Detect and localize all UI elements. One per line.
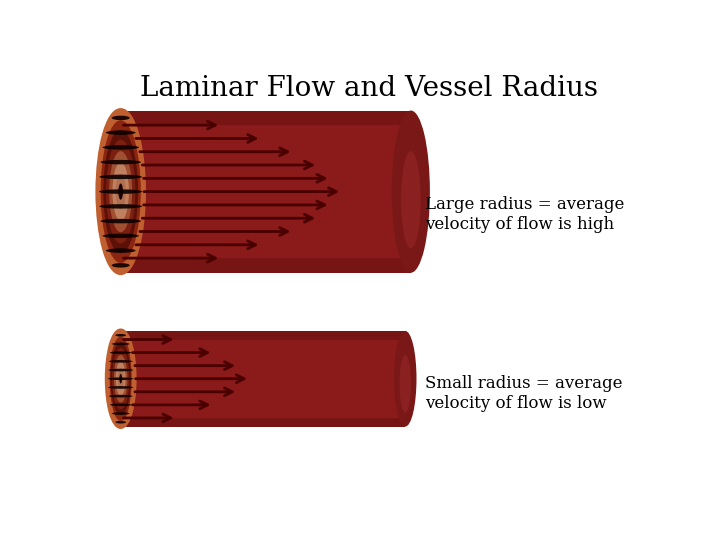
Ellipse shape	[99, 174, 142, 179]
Ellipse shape	[120, 374, 122, 383]
Text: Large radius = average
velocity of flow is high: Large radius = average velocity of flow …	[425, 196, 624, 233]
Text: Small radius = average
velocity of flow is low: Small radius = average velocity of flow …	[425, 375, 622, 411]
Ellipse shape	[107, 331, 134, 427]
Ellipse shape	[112, 163, 129, 221]
Ellipse shape	[106, 248, 135, 253]
Bar	[121, 331, 405, 427]
Ellipse shape	[99, 190, 143, 194]
Ellipse shape	[104, 130, 138, 253]
Ellipse shape	[118, 184, 123, 200]
Ellipse shape	[106, 131, 135, 135]
Ellipse shape	[114, 355, 127, 403]
Ellipse shape	[106, 140, 135, 244]
Ellipse shape	[392, 111, 430, 273]
Ellipse shape	[98, 111, 143, 273]
Ellipse shape	[115, 421, 126, 423]
Ellipse shape	[108, 369, 133, 372]
Bar	[121, 258, 411, 273]
Text: Laminar Flow and Vessel Radius: Laminar Flow and Vessel Radius	[140, 75, 598, 102]
Ellipse shape	[108, 377, 133, 380]
Ellipse shape	[116, 361, 125, 396]
Ellipse shape	[110, 342, 131, 415]
Ellipse shape	[101, 160, 141, 164]
Ellipse shape	[109, 395, 132, 397]
Ellipse shape	[110, 403, 132, 406]
Ellipse shape	[112, 343, 130, 345]
Ellipse shape	[109, 336, 132, 421]
Ellipse shape	[101, 219, 141, 224]
Ellipse shape	[115, 334, 126, 336]
Ellipse shape	[112, 348, 130, 409]
Bar	[121, 331, 405, 340]
Ellipse shape	[112, 412, 130, 415]
Bar	[121, 111, 411, 125]
Ellipse shape	[110, 352, 132, 354]
Ellipse shape	[112, 116, 130, 120]
Ellipse shape	[101, 120, 141, 263]
Ellipse shape	[102, 234, 139, 238]
Ellipse shape	[108, 386, 133, 389]
Ellipse shape	[99, 204, 142, 208]
Ellipse shape	[401, 151, 420, 248]
Bar	[121, 418, 405, 427]
Ellipse shape	[102, 145, 139, 150]
Ellipse shape	[109, 360, 132, 363]
Ellipse shape	[118, 368, 124, 389]
Ellipse shape	[109, 151, 132, 232]
Ellipse shape	[394, 331, 416, 427]
Ellipse shape	[400, 355, 411, 412]
Bar	[121, 111, 411, 273]
Ellipse shape	[112, 263, 130, 267]
Ellipse shape	[116, 174, 126, 210]
